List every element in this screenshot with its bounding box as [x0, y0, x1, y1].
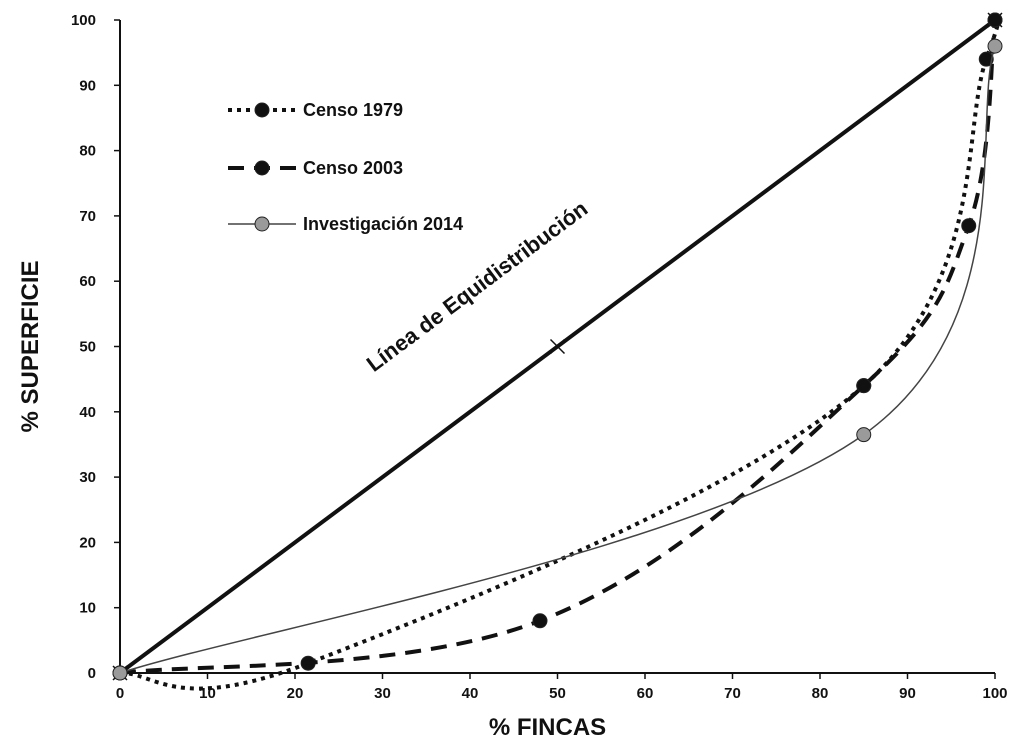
x-tick-label: 80	[812, 685, 829, 702]
y-tick-label: 50	[79, 339, 96, 356]
legend-label-2: Investigación 2014	[303, 214, 463, 234]
y-tick-label: 30	[79, 469, 96, 486]
x-tick-label: 50	[549, 685, 566, 702]
series-1-point	[856, 378, 872, 394]
series-line-2	[119, 45, 996, 674]
y-tick-label: 20	[79, 534, 96, 551]
series-2-point	[112, 665, 128, 681]
series-1-point	[961, 218, 977, 234]
series-2-point	[856, 427, 872, 443]
y-tick-label: 100	[71, 12, 96, 29]
x-tick-label: 100	[982, 685, 1007, 702]
legend-marker-2	[254, 216, 270, 232]
x-tick-label: 0	[116, 685, 124, 702]
legend-label-1: Censo 2003	[303, 158, 403, 178]
y-tick-label: 0	[88, 665, 96, 682]
y-tick-label: 40	[79, 404, 96, 421]
x-tick-label: 40	[462, 685, 479, 702]
y-axis-title: % SUPERFICIE	[17, 260, 44, 432]
x-tick-label: 60	[637, 685, 654, 702]
x-tick-label: 70	[724, 685, 741, 702]
legend-label-0: Censo 1979	[303, 100, 403, 120]
series-2-point	[987, 38, 1003, 54]
y-tick-label: 70	[79, 208, 96, 225]
legend-marker-1	[254, 160, 270, 176]
x-tick-label: 20	[287, 685, 304, 702]
y-tick-label: 10	[79, 600, 96, 617]
series-0-point	[978, 51, 994, 67]
x-tick-label: 90	[899, 685, 916, 702]
legend-marker-0	[254, 102, 270, 118]
y-tick-label: 90	[79, 77, 96, 94]
y-tick-label: 60	[79, 273, 96, 290]
equidistribution-marker	[549, 338, 566, 355]
series-1-point	[987, 12, 1003, 28]
series-1-point	[532, 613, 548, 629]
x-axis-title: % FINCAS	[489, 714, 606, 740]
y-tick-label: 80	[79, 143, 96, 160]
series-line-0	[119, 15, 1002, 691]
x-tick-label: 30	[374, 685, 391, 702]
